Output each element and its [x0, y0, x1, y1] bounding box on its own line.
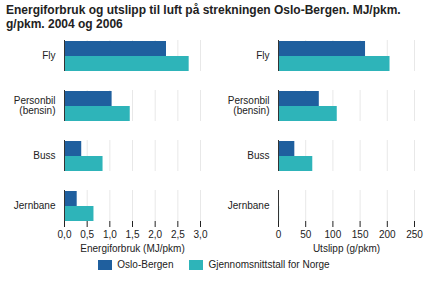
- svg-text:Utslipp (g/pkm): Utslipp (g/pkm): [313, 243, 380, 254]
- html-text:Gjennomsnittstall for Norge: Gjennomsnittstall for Norge: [208, 259, 330, 270]
- html-text:Oslo-Bergen: Oslo-Bergen: [117, 259, 174, 270]
- svg-text:50: 50: [300, 229, 312, 240]
- html-text:Energiforbruk og utslipp til l: Energiforbruk og utslipp til luft på str…: [6, 3, 401, 31]
- svg-text:Jernbane: Jernbane: [228, 200, 270, 211]
- svg-text:250: 250: [406, 229, 423, 240]
- svg-text:3,0: 3,0: [194, 229, 208, 240]
- svg-text:0: 0: [276, 229, 282, 240]
- svg-text:Personbil(bensin): Personbil(bensin): [228, 95, 270, 116]
- svg-text:Buss: Buss: [33, 150, 55, 161]
- svg-text:150: 150: [352, 229, 369, 240]
- svg-text:0,0: 0,0: [58, 229, 72, 240]
- svg-text:Personbil(bensin): Personbil(bensin): [14, 95, 56, 116]
- svg-text:0,5: 0,5: [80, 229, 94, 240]
- svg-text:2,0: 2,0: [148, 229, 162, 240]
- svg-text:Jernbane: Jernbane: [14, 200, 56, 211]
- svg-text:1,0: 1,0: [103, 229, 117, 240]
- svg-text:Buss: Buss: [247, 150, 269, 161]
- svg-text:Fly: Fly: [256, 50, 269, 61]
- svg-text:100: 100: [325, 229, 342, 240]
- svg-text:Fly: Fly: [42, 50, 55, 61]
- svg-text:200: 200: [379, 229, 396, 240]
- svg-text:2,5: 2,5: [171, 229, 185, 240]
- svg-text:Energiforbruk (MJ/pkm): Energiforbruk (MJ/pkm): [80, 243, 184, 254]
- svg-text:1,5: 1,5: [126, 229, 140, 240]
